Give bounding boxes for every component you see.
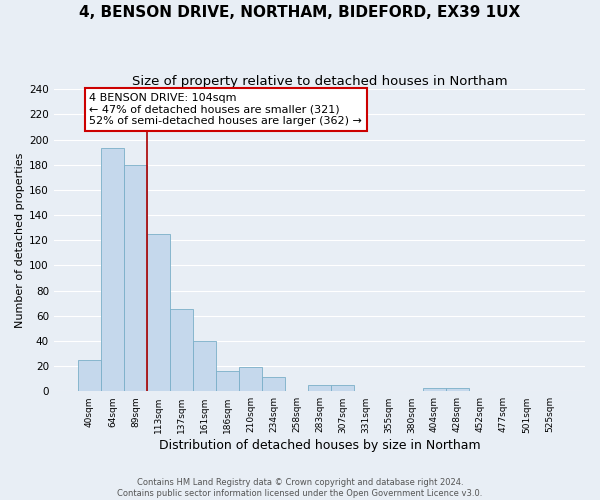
Bar	[216, 371, 239, 392]
Bar	[308, 385, 331, 392]
Bar	[124, 164, 147, 392]
Bar	[193, 341, 216, 392]
Bar	[147, 234, 170, 392]
Bar	[262, 378, 285, 392]
Bar	[78, 360, 101, 392]
Y-axis label: Number of detached properties: Number of detached properties	[15, 152, 25, 328]
Title: Size of property relative to detached houses in Northam: Size of property relative to detached ho…	[131, 75, 507, 88]
Text: 4 BENSON DRIVE: 104sqm
← 47% of detached houses are smaller (321)
52% of semi-de: 4 BENSON DRIVE: 104sqm ← 47% of detached…	[89, 93, 362, 126]
Bar	[239, 368, 262, 392]
Text: Contains HM Land Registry data © Crown copyright and database right 2024.
Contai: Contains HM Land Registry data © Crown c…	[118, 478, 482, 498]
X-axis label: Distribution of detached houses by size in Northam: Distribution of detached houses by size …	[158, 440, 480, 452]
Bar	[170, 310, 193, 392]
Bar	[101, 148, 124, 392]
Bar	[331, 385, 354, 392]
Bar	[423, 388, 446, 392]
Bar	[446, 388, 469, 392]
Text: 4, BENSON DRIVE, NORTHAM, BIDEFORD, EX39 1UX: 4, BENSON DRIVE, NORTHAM, BIDEFORD, EX39…	[79, 5, 521, 20]
